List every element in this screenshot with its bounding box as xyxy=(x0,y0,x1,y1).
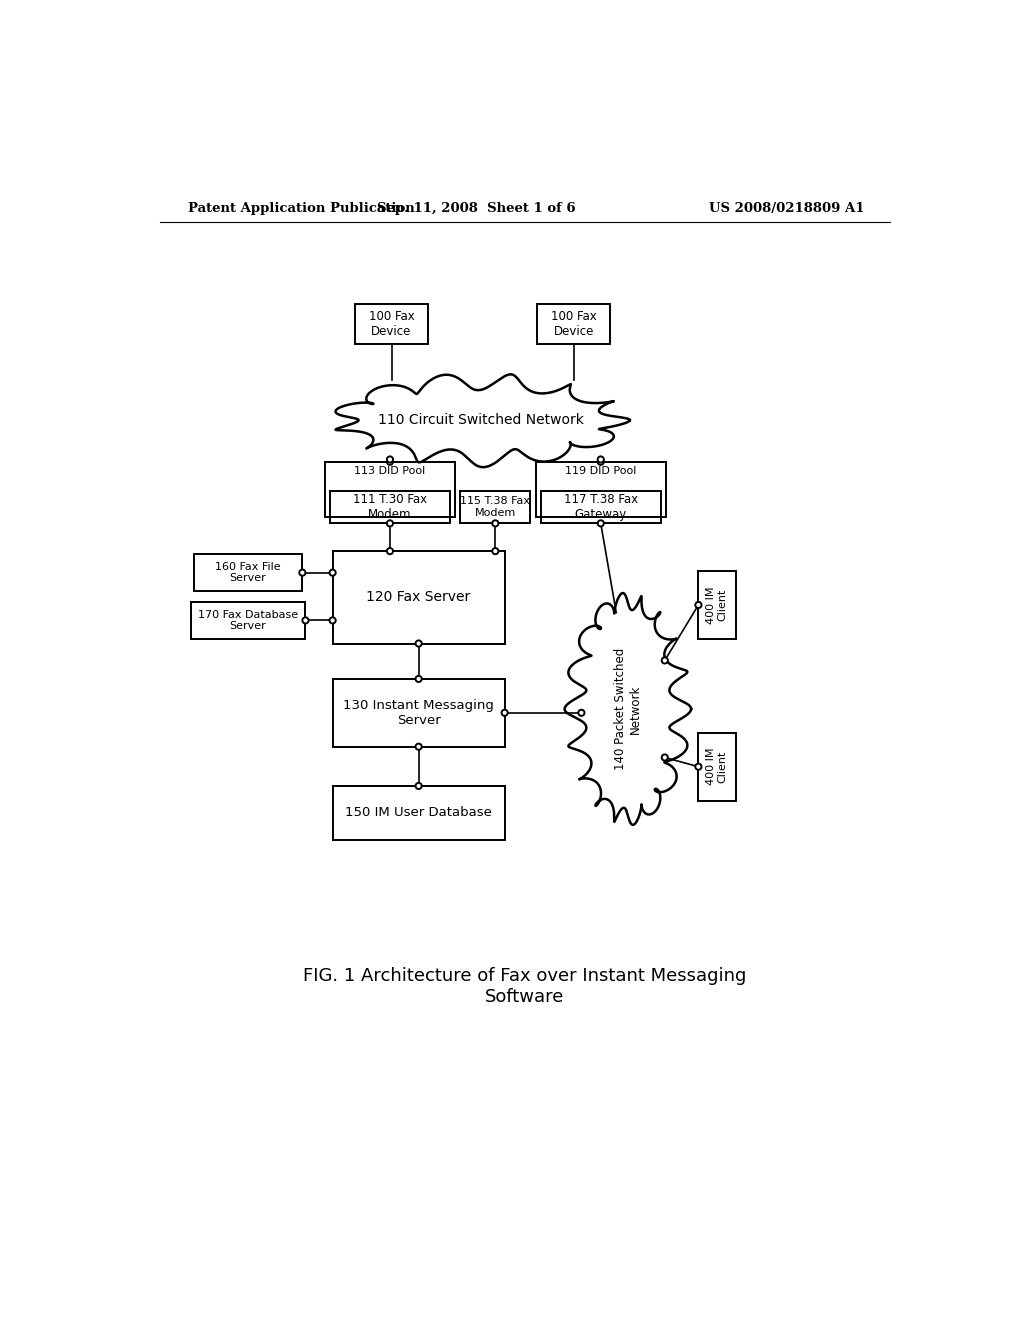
Circle shape xyxy=(387,548,393,554)
Text: 120 Fax Server: 120 Fax Server xyxy=(367,590,471,605)
Bar xyxy=(333,678,505,747)
Circle shape xyxy=(493,520,499,527)
Text: 119 DID Pool: 119 DID Pool xyxy=(565,466,637,477)
Bar xyxy=(698,733,735,800)
Text: Patent Application Publication: Patent Application Publication xyxy=(188,202,415,215)
Circle shape xyxy=(416,676,422,682)
Text: 160 Fax File
Server: 160 Fax File Server xyxy=(215,562,281,583)
Circle shape xyxy=(598,458,604,465)
Text: 113 DID Pool: 113 DID Pool xyxy=(354,466,426,477)
Circle shape xyxy=(695,602,701,609)
Circle shape xyxy=(662,657,668,664)
Bar xyxy=(698,572,735,639)
Circle shape xyxy=(598,520,604,527)
Bar xyxy=(536,462,666,517)
Circle shape xyxy=(598,457,604,462)
Text: 400 IM
Client: 400 IM Client xyxy=(707,748,728,785)
Circle shape xyxy=(662,755,668,760)
Bar xyxy=(194,554,302,591)
Text: 400 IM
Client: 400 IM Client xyxy=(707,586,728,624)
Bar xyxy=(333,785,505,840)
Bar xyxy=(190,602,305,639)
Circle shape xyxy=(387,457,393,462)
Circle shape xyxy=(502,710,508,715)
Circle shape xyxy=(579,710,585,715)
Circle shape xyxy=(387,520,393,527)
Polygon shape xyxy=(564,593,691,825)
Bar xyxy=(330,491,450,524)
Bar xyxy=(541,491,660,524)
Circle shape xyxy=(416,640,422,647)
Circle shape xyxy=(493,548,499,554)
Text: 117 T.38 Fax
Gateway: 117 T.38 Fax Gateway xyxy=(563,494,638,521)
Text: 115 T.38 Fax
Modem: 115 T.38 Fax Modem xyxy=(461,496,530,517)
Circle shape xyxy=(330,618,336,623)
Text: 110 Circuit Switched Network: 110 Circuit Switched Network xyxy=(378,413,584,428)
Text: 130 Instant Messaging
Server: 130 Instant Messaging Server xyxy=(343,698,494,727)
Bar xyxy=(461,491,530,524)
Text: 150 IM User Database: 150 IM User Database xyxy=(345,807,493,820)
Text: 100 Fax
Device: 100 Fax Device xyxy=(551,310,597,338)
Bar xyxy=(333,552,505,644)
Circle shape xyxy=(330,570,336,576)
Polygon shape xyxy=(336,375,630,467)
Bar xyxy=(325,462,455,517)
Bar xyxy=(537,304,610,345)
Text: 140 Packet Switched
Network: 140 Packet Switched Network xyxy=(613,648,642,770)
Text: US 2008/0218809 A1: US 2008/0218809 A1 xyxy=(709,202,864,215)
Circle shape xyxy=(302,618,308,623)
Circle shape xyxy=(416,743,422,750)
Text: Sep. 11, 2008  Sheet 1 of 6: Sep. 11, 2008 Sheet 1 of 6 xyxy=(378,202,577,215)
Text: 100 Fax
Device: 100 Fax Device xyxy=(369,310,415,338)
Bar xyxy=(354,304,428,345)
Circle shape xyxy=(416,783,422,789)
Text: FIG. 1 Architecture of Fax over Instant Messaging
Software: FIG. 1 Architecture of Fax over Instant … xyxy=(303,966,746,1006)
Circle shape xyxy=(299,570,305,576)
Circle shape xyxy=(387,458,393,465)
Text: 170 Fax Database
Server: 170 Fax Database Server xyxy=(198,610,298,631)
Circle shape xyxy=(695,763,701,770)
Text: 111 T.30 Fax
Modem: 111 T.30 Fax Modem xyxy=(353,494,427,521)
